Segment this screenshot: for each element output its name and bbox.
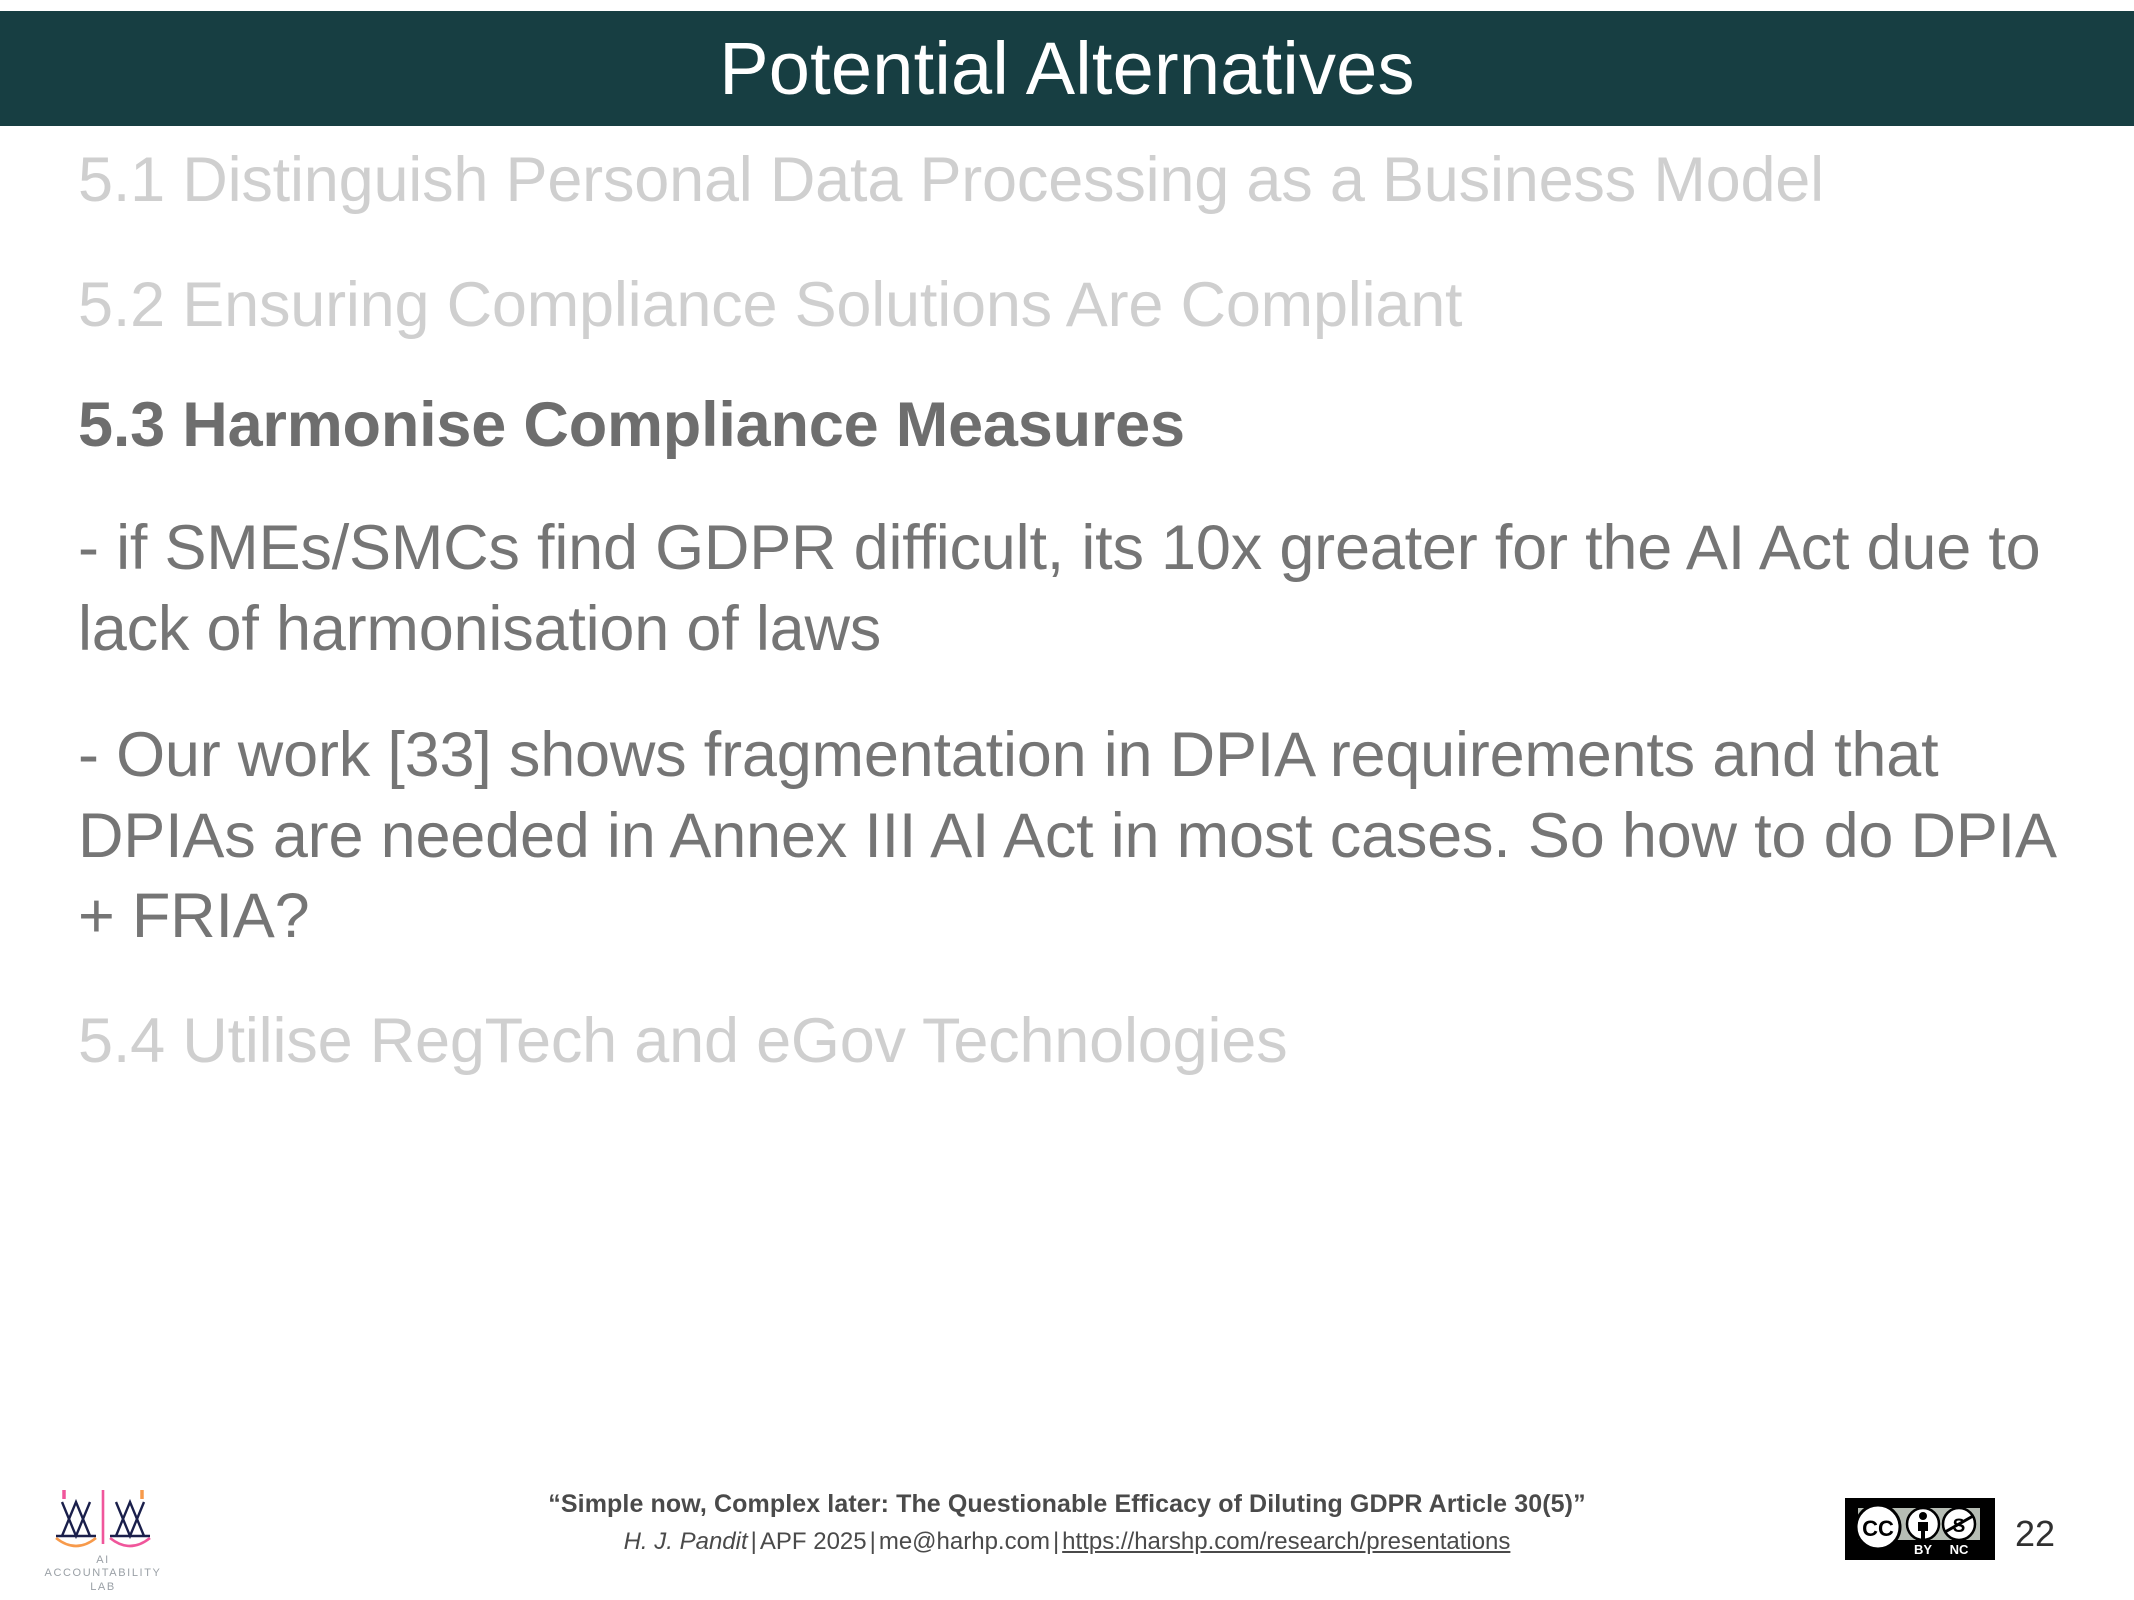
footer-separator-2: | <box>869 1527 876 1555</box>
outline-item-5-2: 5.2 Ensuring Compliance Solutions Are Co… <box>78 269 1463 340</box>
presentations-link[interactable]: https://harshp.com/research/presentation… <box>1062 1527 1511 1555</box>
outline-item-5-1: 5.1 Distinguish Personal Data Processing… <box>78 145 1824 215</box>
author-name: H. J. Pandit <box>623 1527 748 1555</box>
bullet-dpia-fragmentation: - Our work [33] shows fragmentation in D… <box>78 720 2054 952</box>
contact-email: me@harhp.com <box>878 1527 1050 1555</box>
bullet-sme-smc-gdpr: - if SMEs/SMCs find GDPR difficult, its … <box>78 512 2041 664</box>
outline-item-5-4: 5.4 Utilise RegTech and eGov Technologie… <box>78 1006 1288 1076</box>
cc-by-nc-icon: CC S BY NC <box>1845 1498 1995 1560</box>
slide-body: 5.1 Distinguish Personal Data Processing… <box>78 140 2068 1082</box>
slide-title-bar: Potential Alternatives <box>0 11 2134 126</box>
logo-caption-line-3: LAB <box>90 1580 116 1593</box>
logo-caption: AI ACCOUNTABILITY LAB <box>28 1554 178 1594</box>
slide-footer: AI ACCOUNTABILITY LAB “Simple now, Compl… <box>0 1470 2134 1600</box>
footer-separator-1: | <box>750 1527 757 1555</box>
logo-caption-line-1: AI <box>96 1554 110 1566</box>
venue-name: APF 2025 <box>759 1527 867 1555</box>
outline-item-5-3-active: 5.3 Harmonise Compliance Measures <box>78 390 1185 461</box>
page-title: Potential Alternatives <box>719 26 1415 110</box>
svg-text:NC: NC <box>1950 1542 1969 1557</box>
ai-accountability-lab-logo: AI ACCOUNTABILITY LAB <box>28 1480 178 1593</box>
svg-text:CC: CC <box>1862 1516 1894 1541</box>
scales-icon <box>55 1488 151 1548</box>
cc-license-badge[interactable]: CC S BY NC <box>1845 1498 1995 1560</box>
paper-title: “Simple now, Complex later: The Question… <box>548 1490 1586 1518</box>
footer-credits: H. J. Pandit | APF 2025 | me@harhp.com | https… <box>317 1524 1817 1560</box>
logo-caption-line-2: ACCOUNTABILITY <box>44 1567 162 1580</box>
svg-text:BY: BY <box>1914 1542 1932 1557</box>
page-number: 22 <box>2015 1513 2056 1554</box>
footer-separator-3: | <box>1052 1527 1060 1555</box>
footer-text-block: “Simple now, Complex later: The Question… <box>317 1488 1817 1560</box>
